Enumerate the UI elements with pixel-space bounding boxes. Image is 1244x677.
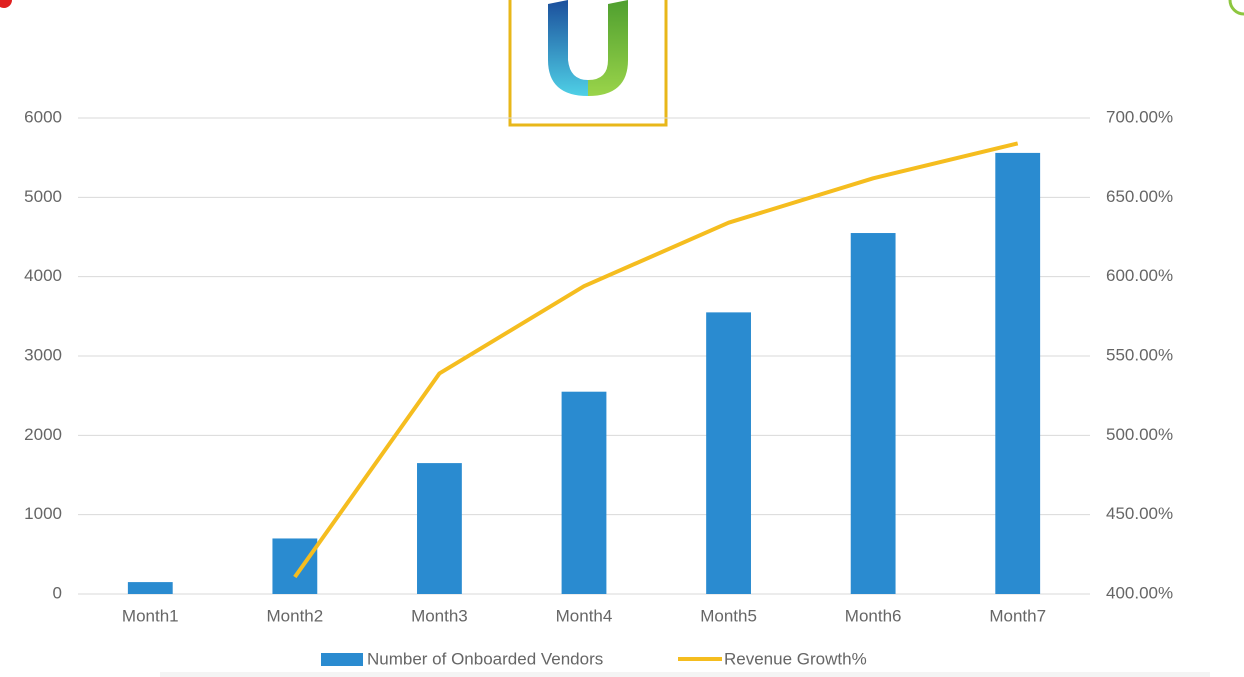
bar bbox=[706, 312, 751, 594]
bar bbox=[417, 463, 462, 594]
y2-tick-label: 450.00% bbox=[1106, 504, 1173, 523]
y2-tick-label: 400.00% bbox=[1106, 583, 1173, 602]
y-tick-label: 1000 bbox=[24, 504, 62, 523]
x-tick-label: Month2 bbox=[267, 606, 324, 625]
x-tick-label: Month6 bbox=[845, 606, 902, 625]
bar bbox=[127, 582, 173, 594]
x-tick-label: Month1 bbox=[122, 606, 179, 625]
logo-frame bbox=[508, 0, 668, 127]
corner-dot bbox=[0, 0, 12, 8]
legend-label: Revenue Growth% bbox=[724, 649, 867, 668]
x-tick-label: Month4 bbox=[556, 606, 613, 625]
line bbox=[293, 141, 1019, 579]
y2-tick-label: 700.00% bbox=[1106, 107, 1173, 126]
y2-tick-label: 550.00% bbox=[1106, 345, 1173, 364]
logo bbox=[548, 0, 628, 96]
bar bbox=[561, 391, 607, 594]
y2-tick-label: 500.00% bbox=[1106, 425, 1173, 444]
bar bbox=[850, 233, 896, 595]
bar bbox=[272, 538, 318, 594]
bar bbox=[995, 152, 1041, 594]
y-tick-label: 4000 bbox=[24, 266, 62, 285]
legend-swatch bbox=[321, 653, 363, 666]
legend-label: Number of Onboarded Vendors bbox=[367, 649, 603, 668]
y-tick-label: 0 bbox=[53, 583, 62, 602]
y-tick-label: 5000 bbox=[24, 187, 62, 206]
y-tick-label: 2000 bbox=[24, 425, 62, 444]
x-tick-label: Month7 bbox=[989, 606, 1046, 625]
x-tick-label: Month5 bbox=[700, 606, 757, 625]
y2-tick-label: 600.00% bbox=[1106, 266, 1173, 285]
y2-tick-label: 650.00% bbox=[1106, 187, 1173, 206]
y-tick-label: 6000 bbox=[24, 107, 62, 126]
corner-arc bbox=[1228, 0, 1244, 16]
y-tick-label: 3000 bbox=[24, 345, 62, 364]
x-tick-label: Month3 bbox=[411, 606, 468, 625]
footer-strip bbox=[160, 672, 1210, 677]
